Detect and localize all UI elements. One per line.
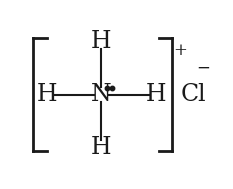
Text: +: + xyxy=(173,42,187,59)
Text: −: − xyxy=(196,60,210,77)
Text: H: H xyxy=(91,30,112,53)
Text: N: N xyxy=(91,83,112,106)
Text: H: H xyxy=(146,83,166,106)
Text: H: H xyxy=(36,83,57,106)
Text: H: H xyxy=(91,136,112,159)
Text: Cl: Cl xyxy=(180,83,206,106)
